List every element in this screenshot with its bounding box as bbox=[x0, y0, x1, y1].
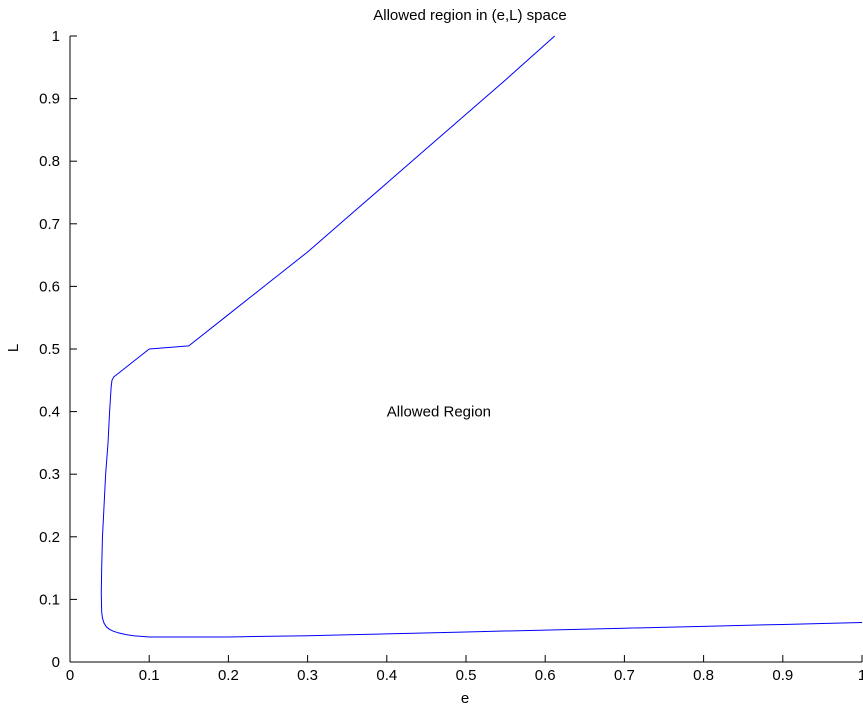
x-tick-label: 0.3 bbox=[297, 667, 318, 684]
y-tick-label: 0.3 bbox=[39, 466, 60, 483]
y-tick-label: 0.1 bbox=[39, 591, 60, 608]
x-tick-label: 0.1 bbox=[139, 667, 160, 684]
x-axis-label: e bbox=[461, 690, 469, 707]
x-tick-label: 1 bbox=[858, 667, 863, 684]
x-tick-label: 0.5 bbox=[456, 667, 477, 684]
x-tick-label: 0.6 bbox=[535, 667, 556, 684]
x-tick-label: 0.9 bbox=[772, 667, 793, 684]
x-tick-label: 0 bbox=[66, 667, 74, 684]
y-tick-label: 0.8 bbox=[39, 153, 60, 170]
chart-title: Allowed region in (e,L) space bbox=[373, 7, 566, 24]
series-line-0 bbox=[100, 35, 863, 638]
annotation-label: Allowed Region bbox=[387, 404, 491, 421]
y-axis-ticks: 0 0.1 0.2 0.3 0.4 0.5 0.6 0.7 0.8 0.9 1 bbox=[39, 28, 77, 671]
y-tick-label: 0.2 bbox=[39, 529, 60, 546]
annotation-layer: Allowed Region bbox=[387, 404, 491, 421]
series-layer bbox=[100, 35, 863, 638]
y-tick-label: 0.7 bbox=[39, 216, 60, 233]
y-tick-label: 0.9 bbox=[39, 91, 60, 108]
x-tick-label: 0.7 bbox=[614, 667, 635, 684]
y-axis-label: L bbox=[5, 344, 22, 352]
y-tick-label: 0.6 bbox=[39, 278, 60, 295]
x-axis-ticks: 0 0.1 0.2 0.3 0.4 0.5 0.6 0.7 0.8 0.9 1 bbox=[66, 655, 863, 684]
y-tick-label: 1 bbox=[52, 28, 60, 45]
x-tick-label: 0.8 bbox=[693, 667, 714, 684]
y-tick-label: 0.5 bbox=[39, 341, 60, 358]
y-tick-label: 0 bbox=[52, 654, 60, 671]
x-tick-label: 0.2 bbox=[218, 667, 239, 684]
x-tick-label: 0.4 bbox=[376, 667, 397, 684]
y-tick-label: 0.4 bbox=[39, 404, 60, 421]
